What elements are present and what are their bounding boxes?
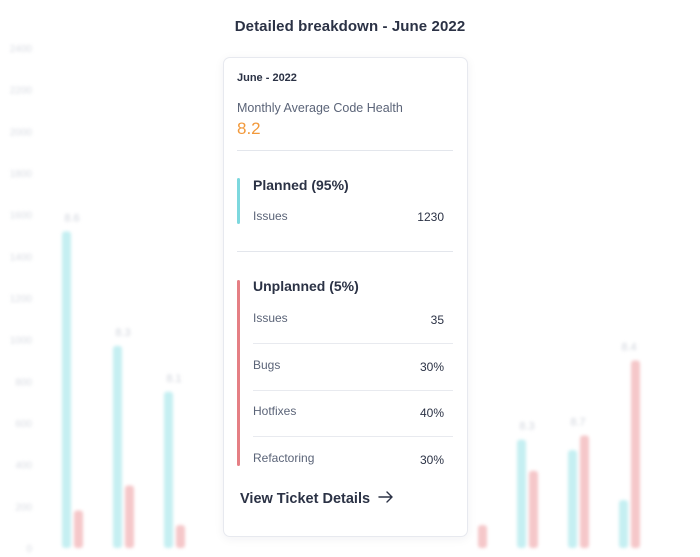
bar-value-label: 8.3 [115,327,130,339]
planned-indicator-bar [237,178,240,224]
bar-value-label: 8.6 [64,212,79,224]
chart-bar [517,439,526,548]
code-health-label: Monthly Average Code Health [237,101,403,115]
y-tick-label: 200 [15,502,32,513]
y-tick-label: 0 [26,544,32,555]
period-label: June - 2022 [237,72,297,84]
bar-value-label: 8.7 [570,417,585,429]
y-tick-label: 2200 [10,86,33,97]
bar-value-label: 8.1 [166,373,181,385]
row-divider [253,390,453,391]
bar-value-label: 8.3 [519,421,534,433]
planned-issues-value: 1230 [417,210,444,224]
bugs-label: Bugs [253,358,281,372]
chart-bar [74,510,83,548]
hotfixes-value: 40% [419,406,444,420]
hotfixes-label: Hotfixes [253,404,297,418]
unplanned-issues-value: 35 [430,313,444,327]
row-divider [253,436,453,437]
chart-bar [568,450,577,548]
divider [237,251,453,252]
planned-issues-label: Issues [253,209,288,223]
row-divider [253,343,453,344]
chart-bar [164,391,173,548]
chart-bar [113,345,122,548]
chart-bar [631,360,640,548]
unplanned-issues-label: Issues [253,311,288,325]
refactoring-value: 30% [419,453,444,467]
y-tick-label: 2400 [10,44,33,55]
y-tick-label: 400 [15,461,32,472]
y-tick-label: 1800 [10,169,33,180]
divider [237,150,453,151]
view-ticket-details-label: View Ticket Details [240,491,371,507]
chart-bar [125,485,134,548]
planned-title: Planned (95%) [253,177,349,193]
y-tick-label: 1400 [10,252,33,263]
background-bar-chart: 0 200 400 600 800 1000 1200 1400 1600 1800 2000 220… [10,44,640,555]
arrow-right-icon [378,491,394,507]
chart-bar [529,470,538,548]
unplanned-title: Unplanned (5%) [253,278,359,294]
bar-value-label: 8.4 [621,342,636,354]
y-tick-label: 1600 [10,211,33,222]
chart-bar [176,525,185,548]
unplanned-indicator-bar [237,280,240,466]
y-tick-label: 1200 [10,294,33,305]
y-tick-label: 1000 [10,336,33,347]
breakdown-tooltip-card: June - 2022 Monthly Average Code Health … [223,57,468,537]
chart-bar [62,231,71,549]
code-health-value: 8.2 [237,119,261,138]
chart-bar [619,500,628,548]
y-tick-label: 600 [15,419,32,430]
y-tick-label: 2000 [10,127,33,138]
chart-bar [478,525,487,548]
bugs-value: 30% [419,360,444,374]
view-ticket-details-link[interactable]: View Ticket Details [240,491,394,507]
y-tick-label: 800 [15,377,32,388]
page-title: Detailed breakdown - June 2022 [234,18,466,35]
chart-bar [580,435,589,548]
refactoring-label: Refactoring [253,451,315,465]
